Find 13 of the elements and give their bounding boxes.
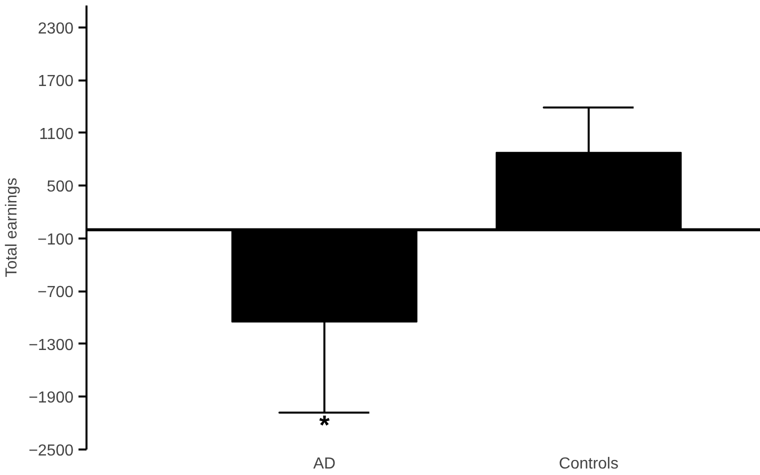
x-tick-label: Controls	[558, 456, 618, 472]
y-axis-title: Total earnings	[4, 178, 21, 278]
y-tick-label: 1100	[39, 126, 74, 143]
x-tick-label: AD	[313, 456, 336, 472]
y-tick-label: 500	[46, 178, 74, 196]
y-tick-label: −100	[37, 231, 74, 248]
y-tick-label: −2500	[28, 442, 74, 460]
y-tick-label: −1900	[28, 390, 74, 407]
y-tick-label: 2300	[38, 20, 74, 38]
annotation: *	[319, 410, 330, 440]
y-tick-label: 1700	[38, 73, 74, 90]
y-tick-label: −1300	[28, 336, 74, 354]
y-tick-label: −700	[37, 284, 74, 302]
